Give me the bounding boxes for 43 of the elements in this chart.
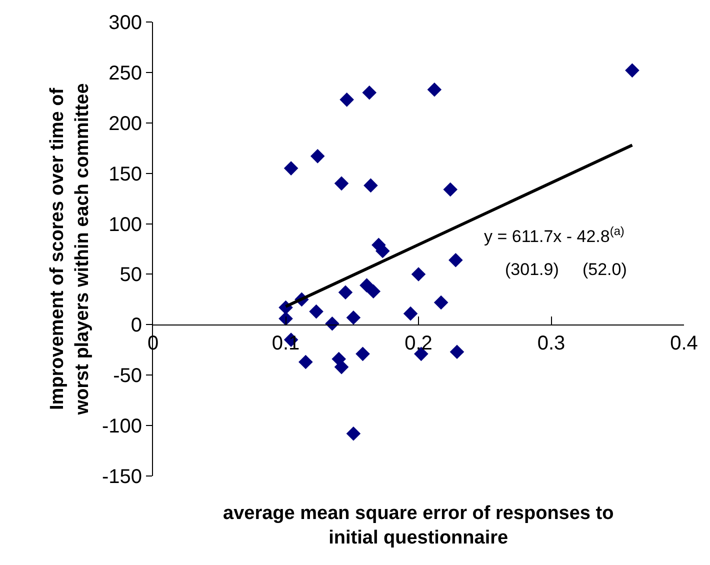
x-axis-title: average mean square error of responses to initial questionnaire xyxy=(223,503,614,549)
y-tick-label: 100 xyxy=(108,214,142,236)
point xyxy=(443,182,458,197)
y-axis-title: Improvement of scores over time of worst players within each committee xyxy=(47,83,93,416)
x-tick-label: 0.1 xyxy=(272,332,300,355)
x-tick-label: 0.3 xyxy=(537,332,566,355)
point xyxy=(448,252,463,268)
point xyxy=(340,92,354,107)
y-tick-label: 300 xyxy=(108,12,142,34)
point xyxy=(334,176,349,191)
x-tick-label: 0.4 xyxy=(670,332,698,355)
point xyxy=(346,426,361,441)
point xyxy=(625,63,640,78)
y-tick-label: 250 xyxy=(108,62,142,84)
x-tick-label: 0.2 xyxy=(404,332,432,355)
y-tick-label: 200 xyxy=(108,112,142,135)
point xyxy=(346,310,361,325)
point xyxy=(434,295,448,310)
point xyxy=(427,82,442,97)
y-tick-label: -50 xyxy=(113,365,142,388)
point xyxy=(310,149,325,164)
point xyxy=(364,178,378,193)
point xyxy=(356,346,370,362)
annotation: y = 611.7x - 42.8$^{(a)}$ xyxy=(484,224,624,246)
point xyxy=(362,85,377,100)
y-tick-label: 0 xyxy=(130,314,142,337)
point xyxy=(403,306,418,321)
point xyxy=(450,344,464,360)
point xyxy=(411,267,426,282)
point xyxy=(278,311,293,326)
point xyxy=(334,360,349,374)
point xyxy=(325,316,340,331)
point xyxy=(366,284,381,299)
y-tick-label: -150 xyxy=(102,466,142,488)
y-tick-label: 150 xyxy=(108,163,142,186)
y-tick-label: -100 xyxy=(102,416,142,438)
point xyxy=(284,161,298,176)
point xyxy=(338,285,353,300)
point xyxy=(309,304,324,319)
y-tick-label: 50 xyxy=(120,264,142,286)
point xyxy=(360,278,374,292)
annotation: (301.9) (52.0) xyxy=(505,260,627,279)
point xyxy=(298,354,313,370)
